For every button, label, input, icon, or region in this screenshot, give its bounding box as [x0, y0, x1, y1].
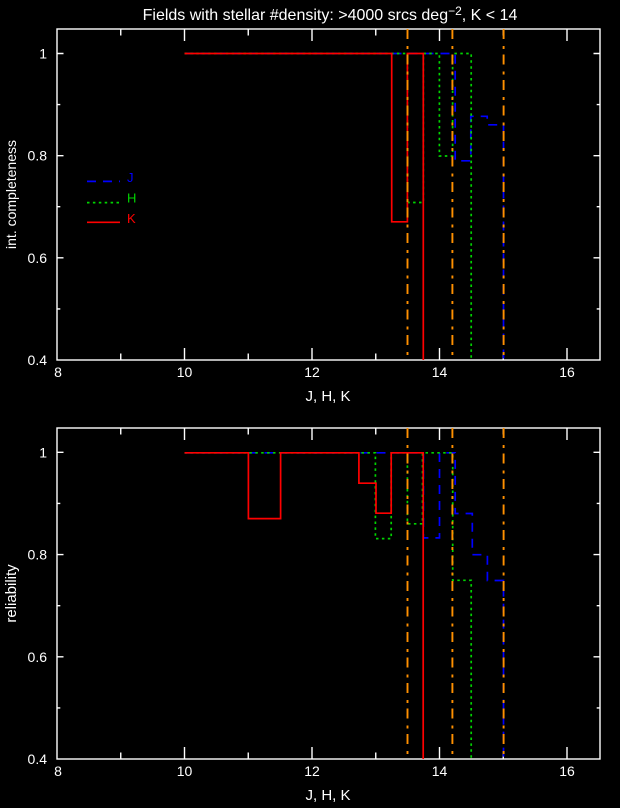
svg-text:16: 16	[559, 763, 575, 779]
svg-text:J: J	[127, 170, 134, 185]
svg-text:0.8: 0.8	[28, 148, 48, 164]
svg-text:J, H, K: J, H, K	[305, 787, 350, 804]
svg-text:14: 14	[432, 364, 448, 380]
svg-text:10: 10	[177, 763, 193, 779]
svg-text:8: 8	[54, 364, 62, 380]
svg-text:16: 16	[559, 364, 575, 380]
svg-text:12: 12	[304, 364, 320, 380]
svg-text:0.6: 0.6	[28, 250, 48, 266]
svg-text:12: 12	[304, 763, 320, 779]
svg-text:1: 1	[39, 444, 47, 460]
svg-text:int. completeness: int. completeness	[3, 140, 19, 249]
svg-text:14: 14	[432, 763, 448, 779]
svg-text:0.4: 0.4	[28, 352, 48, 368]
svg-text:K: K	[127, 211, 136, 226]
svg-text:J, H, K: J, H, K	[305, 388, 350, 405]
svg-text:H: H	[127, 191, 136, 206]
svg-text:10: 10	[177, 364, 193, 380]
svg-text:1: 1	[39, 46, 47, 62]
svg-text:8: 8	[54, 763, 62, 779]
svg-text:Fields with stellar #density:: Fields with stellar #density: >4000 srcs…	[143, 4, 518, 24]
svg-text:0.4: 0.4	[28, 751, 48, 767]
svg-text:0.6: 0.6	[28, 649, 48, 665]
svg-text:0.8: 0.8	[28, 547, 48, 563]
svg-text:reliability: reliability	[3, 564, 20, 623]
